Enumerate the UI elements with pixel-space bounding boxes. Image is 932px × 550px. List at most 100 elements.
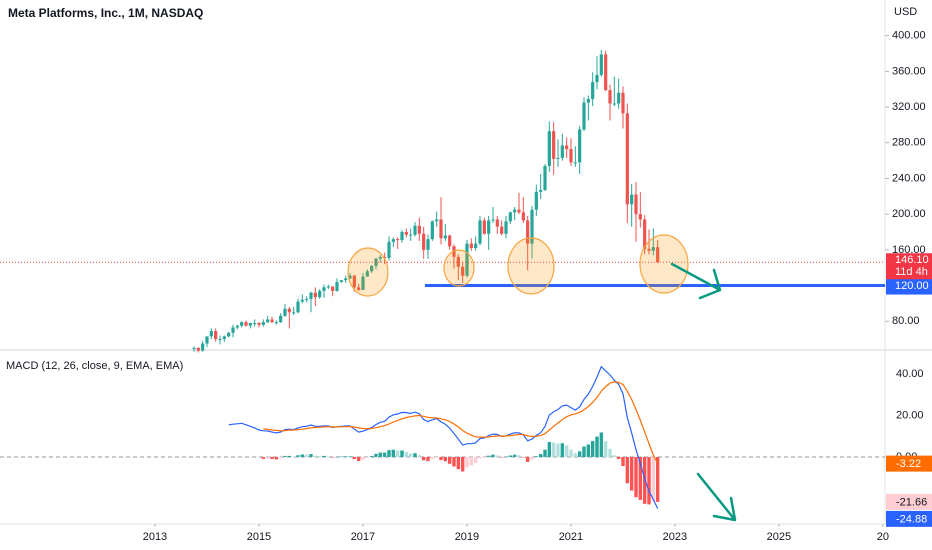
candle-body bbox=[604, 54, 608, 91]
macd-line bbox=[263, 381, 659, 464]
histogram-bar bbox=[590, 440, 595, 457]
candle-body bbox=[205, 336, 209, 344]
histogram-bar bbox=[452, 456, 456, 467]
candle-body bbox=[192, 348, 196, 349]
histogram-bar bbox=[309, 454, 313, 457]
x-tick-label: 2013 bbox=[143, 531, 167, 543]
x-tick-label: 2023 bbox=[663, 531, 687, 543]
candle-body bbox=[240, 322, 244, 326]
histogram-bar bbox=[270, 456, 274, 460]
candle-body bbox=[296, 301, 300, 313]
candle-body bbox=[495, 219, 499, 227]
histogram-bar bbox=[543, 449, 547, 457]
histogram-bar bbox=[517, 455, 521, 457]
candle-body bbox=[396, 239, 400, 241]
candle-body bbox=[417, 225, 421, 234]
candle-body bbox=[530, 209, 534, 244]
histogram-bar bbox=[525, 456, 530, 462]
histogram-bar bbox=[335, 456, 339, 458]
plot bbox=[0, 49, 885, 509]
histogram-bar bbox=[569, 449, 573, 457]
histogram-bar bbox=[352, 456, 357, 460]
histogram-bar bbox=[456, 456, 461, 470]
histogram-bar bbox=[465, 456, 469, 468]
candle-body bbox=[608, 90, 612, 104]
candle-body bbox=[513, 209, 517, 213]
candle-body bbox=[196, 348, 200, 351]
candle-body bbox=[222, 336, 226, 340]
histogram-bar bbox=[439, 456, 443, 461]
candle-body bbox=[409, 234, 413, 236]
highlight-circle bbox=[507, 237, 555, 295]
candle-body bbox=[370, 265, 374, 272]
candle-body bbox=[500, 226, 504, 234]
candle-body bbox=[552, 131, 556, 159]
histogram-bar bbox=[400, 450, 404, 457]
y-tick-label: 280.00 bbox=[892, 137, 926, 149]
candle-body bbox=[231, 327, 235, 333]
histogram-bar bbox=[534, 456, 539, 457]
candle-body bbox=[287, 308, 291, 313]
histogram-bar bbox=[547, 442, 552, 457]
candle-body bbox=[625, 113, 629, 205]
histogram-bar bbox=[339, 456, 344, 458]
candle-body bbox=[266, 319, 270, 323]
histogram-bar bbox=[595, 436, 599, 457]
candle-body bbox=[348, 275, 352, 279]
candle-body bbox=[591, 82, 595, 100]
candle-body bbox=[491, 219, 495, 221]
macd-line bbox=[228, 365, 659, 509]
histogram-bar bbox=[261, 456, 266, 459]
candle-body bbox=[352, 275, 356, 288]
histogram-bar bbox=[322, 455, 326, 457]
histogram-bar bbox=[512, 454, 517, 457]
candle-body bbox=[560, 145, 564, 158]
histogram-bar bbox=[586, 444, 591, 457]
histogram-bar bbox=[365, 456, 370, 458]
candle-body bbox=[439, 219, 443, 239]
candle-body bbox=[521, 212, 525, 221]
candle-body bbox=[378, 256, 382, 259]
histogram-bar bbox=[469, 456, 474, 466]
histogram-bar bbox=[434, 456, 439, 458]
candle-body bbox=[556, 157, 560, 159]
candle-body bbox=[634, 194, 638, 215]
candle-body bbox=[339, 280, 343, 282]
candle-body bbox=[244, 322, 248, 326]
y-tick-label: 240.00 bbox=[892, 172, 926, 184]
candle-body bbox=[261, 322, 265, 325]
candle-body bbox=[322, 287, 326, 291]
candle-body bbox=[504, 221, 508, 234]
candle-body bbox=[474, 243, 478, 249]
histogram-bar bbox=[625, 456, 630, 484]
candle-body bbox=[487, 220, 491, 234]
candle-body bbox=[543, 165, 547, 191]
histogram-bar bbox=[413, 453, 417, 457]
histogram-bar bbox=[655, 456, 660, 502]
histogram-bar bbox=[296, 455, 300, 457]
candle-body bbox=[404, 232, 408, 235]
candle-body bbox=[365, 271, 369, 277]
y-tick-label: 320.00 bbox=[892, 101, 926, 113]
histogram-bar bbox=[313, 455, 318, 457]
candle-body bbox=[292, 312, 296, 314]
candle-body bbox=[443, 235, 447, 239]
histogram-bar bbox=[447, 456, 452, 464]
x-tick-label: 2025 bbox=[767, 531, 791, 543]
histogram-bar bbox=[348, 456, 352, 457]
candle-body bbox=[465, 243, 469, 276]
histogram-bar bbox=[577, 451, 582, 457]
candle-body bbox=[482, 220, 486, 234]
candle-body bbox=[508, 212, 512, 222]
candle-body bbox=[422, 233, 426, 250]
candle-body bbox=[647, 248, 651, 251]
histogram-bar bbox=[651, 456, 656, 502]
candle-body bbox=[448, 235, 452, 247]
histogram-bar bbox=[616, 456, 621, 460]
value-box bbox=[886, 493, 932, 510]
histogram-bar bbox=[421, 456, 426, 461]
histogram-bar bbox=[499, 456, 504, 458]
candle-body bbox=[426, 239, 430, 250]
histogram-bar bbox=[538, 454, 543, 457]
